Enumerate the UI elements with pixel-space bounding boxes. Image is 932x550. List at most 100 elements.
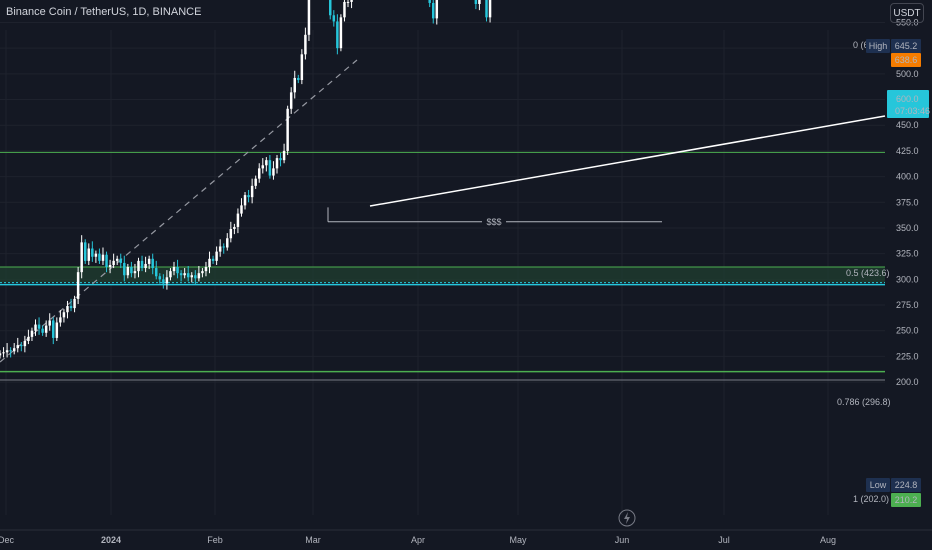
- candle-body: [183, 273, 186, 276]
- candle-body: [169, 271, 172, 278]
- candle-body: [2, 352, 5, 354]
- fib-zones: [0, 267, 885, 283]
- candle-body: [176, 267, 179, 274]
- candle-body: [211, 258, 215, 261]
- candle-body: [275, 158, 279, 169]
- y-tick-label: 325.0: [896, 249, 919, 259]
- candle-body: [105, 254, 108, 268]
- candle-body: [137, 260, 140, 272]
- x-tick-label: Feb: [207, 535, 223, 545]
- candle-body: [9, 350, 12, 352]
- candle-body: [151, 258, 154, 269]
- y-tick-label: 275.0: [896, 300, 919, 310]
- y-tick-label: 300.0: [896, 274, 919, 284]
- x-tick-label: May: [509, 535, 527, 545]
- candle-body: [233, 226, 236, 230]
- lightning-icon: [618, 509, 636, 527]
- candle-body: [34, 324, 37, 331]
- candle-body: [435, 0, 439, 19]
- high-value-label-bg: [891, 39, 921, 53]
- fib-1-value-label-bg: [891, 493, 921, 507]
- high-label-bg: [866, 39, 890, 53]
- liquidity-label: $$$: [486, 217, 501, 227]
- y-tick-label: 500.0: [896, 69, 919, 79]
- candle-body: [254, 178, 257, 186]
- candle-body: [158, 276, 162, 280]
- candle-body: [329, 0, 332, 16]
- candle-body: [52, 320, 55, 338]
- candle-body: [243, 195, 247, 206]
- y-tick-label: 450.0: [896, 120, 919, 130]
- currency-unit-button[interactable]: USDT: [890, 3, 924, 23]
- candle-body: [336, 21, 339, 49]
- candle-body: [76, 272, 80, 299]
- countdown-label: 07:03:46: [895, 106, 930, 116]
- high-value-label: 645.2: [895, 41, 918, 51]
- fib-level-label: 0.5 (423.6): [846, 268, 890, 278]
- candle-body: [101, 254, 105, 261]
- candle-body: [83, 242, 87, 261]
- candle-body: [30, 330, 34, 337]
- candle-body: [23, 341, 27, 347]
- candle-body: [115, 258, 119, 261]
- candle-body: [236, 213, 240, 227]
- candle-body: [133, 271, 137, 274]
- candle-body: [431, 2, 435, 19]
- chart-title: Binance Coin / TetherUS, 1D, BINANCE: [6, 6, 202, 18]
- candle-body: [279, 158, 282, 161]
- candle-body: [126, 267, 130, 276]
- candle-body: [208, 258, 211, 268]
- candle-body: [73, 298, 76, 309]
- x-tick-label: Aug: [820, 535, 836, 545]
- fib-level-label: 1 (202.0): [853, 494, 889, 504]
- candle-body: [0, 353, 2, 356]
- candle-body: [428, 0, 431, 3]
- y-tick-label: 200.0: [896, 377, 919, 387]
- time-axis[interactable]: Dec 2024 Feb Mar Apr May Jun Jul Aug: [0, 535, 836, 545]
- candle-body: [485, 0, 488, 18]
- candle-body: [307, 0, 311, 35]
- candle-body: [215, 251, 218, 261]
- x-tick-label: Mar: [305, 535, 321, 545]
- candle-body: [165, 277, 169, 284]
- y-tick-label: 425.0: [896, 146, 919, 156]
- candle-body: [229, 229, 233, 239]
- horizontal-levels: 0 (6 0.5 (423.6) 0.786 (296.8) 1 (202.0): [0, 40, 891, 504]
- candle-body: [48, 320, 51, 326]
- candle-body: [130, 267, 133, 274]
- y-tick-label: 350.0: [896, 223, 919, 233]
- candle-body: [194, 275, 197, 279]
- candle-body: [268, 160, 272, 176]
- candle-body: [59, 317, 62, 323]
- current-price-bg: [887, 90, 929, 118]
- current-price-label: 600.0: [896, 94, 919, 104]
- candle-body: [37, 324, 41, 329]
- candle-body: [261, 165, 265, 169]
- candle-body: [240, 205, 243, 214]
- candle-body: [272, 168, 275, 176]
- fib-1-value-label: 210.2: [895, 495, 918, 505]
- candle-body: [80, 242, 83, 273]
- candle-body: [297, 77, 300, 81]
- y-tick-label: 400.0: [896, 172, 919, 182]
- candle-body: [108, 264, 112, 268]
- low-value-label-bg: [891, 478, 921, 492]
- candle-body: [300, 54, 304, 81]
- candle-body: [123, 262, 126, 276]
- candle-body: [179, 273, 183, 276]
- low-label: Low: [870, 480, 887, 490]
- candle-body: [289, 92, 293, 109]
- candle-body: [332, 15, 336, 22]
- candle-body: [5, 350, 9, 353]
- candle-body: [94, 253, 98, 257]
- y-tick-label: 375.0: [896, 197, 919, 207]
- candle-body: [488, 0, 492, 18]
- fib-zone: [0, 267, 885, 283]
- orange-level-label: 638.6: [895, 55, 918, 65]
- candle-body: [197, 273, 201, 279]
- candle-body: [55, 322, 59, 338]
- candle-body: [62, 312, 66, 318]
- fib-level-label: 0 (6: [853, 40, 869, 50]
